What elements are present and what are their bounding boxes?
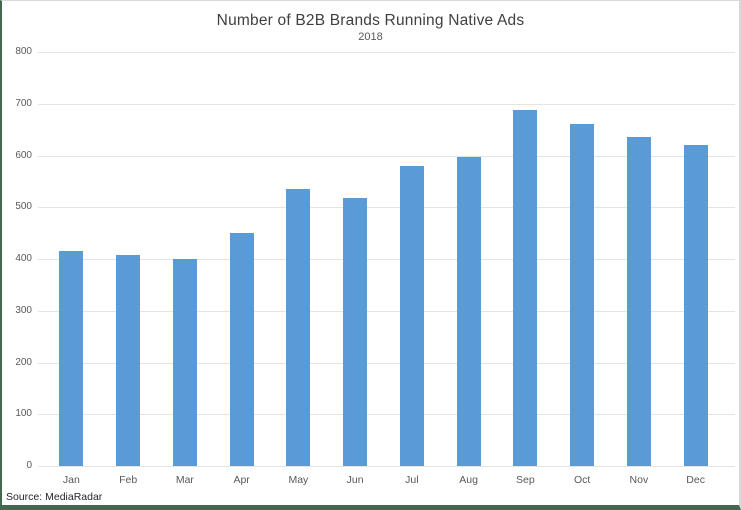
gridline-0 [38,466,735,467]
x-tick-label-dec: Dec [686,474,705,486]
chart-title: Number of B2B Brands Running Native Ads [216,12,525,29]
gridline-500 [38,207,735,209]
x-tick-label-aug: Aug [459,474,478,486]
gridline-700 [38,103,735,105]
y-tick-label-800: 800 [15,46,32,57]
x-tick-label-oct: Oct [573,474,591,486]
x-tick-label-sep: Sep [516,474,535,486]
gridline-800 [38,52,735,53]
y-tick-label-0: 0 [26,460,32,471]
bar-dec [683,145,708,466]
gridline-300 [38,310,735,312]
bar-oct [570,124,595,466]
bar-apr [229,233,254,466]
bar-jul [399,165,424,466]
y-tick-label-700: 700 [15,97,32,109]
bar-nov [626,137,651,466]
x-tick-label-apr: Apr [233,474,250,486]
x-tick-label-may: May [288,474,309,486]
y-tick-label-600: 600 [15,149,32,161]
x-tick-label-mar: Mar [175,474,194,486]
bar-sep [513,110,538,466]
bar-jan [59,251,84,466]
bar-may [286,189,311,466]
y-tick-label-300: 300 [15,304,32,316]
gridline-100 [38,414,735,416]
gridline-200 [38,362,735,364]
x-tick-label-jun: Jun [346,474,364,486]
y-tick-label-100: 100 [15,408,32,420]
bar-aug [456,157,481,466]
y-tick-label-500: 500 [15,201,32,213]
bar-jun [343,198,368,466]
gridline-400 [38,259,735,260]
source-text: Source: MediaRadar [6,491,103,503]
gridline-600 [38,155,735,157]
y-tick-label-200: 200 [15,356,32,368]
chart-subtitle: 2018 [358,31,383,43]
bar-mar [172,259,197,466]
x-tick-label-nov: Nov [629,474,649,486]
x-tick-label-jan: Jan [62,474,80,486]
bar-feb [116,254,141,466]
y-tick-label-400: 400 [15,253,32,264]
x-tick-label-jul: Jul [405,474,419,486]
x-tick-label-feb: Feb [119,474,138,486]
